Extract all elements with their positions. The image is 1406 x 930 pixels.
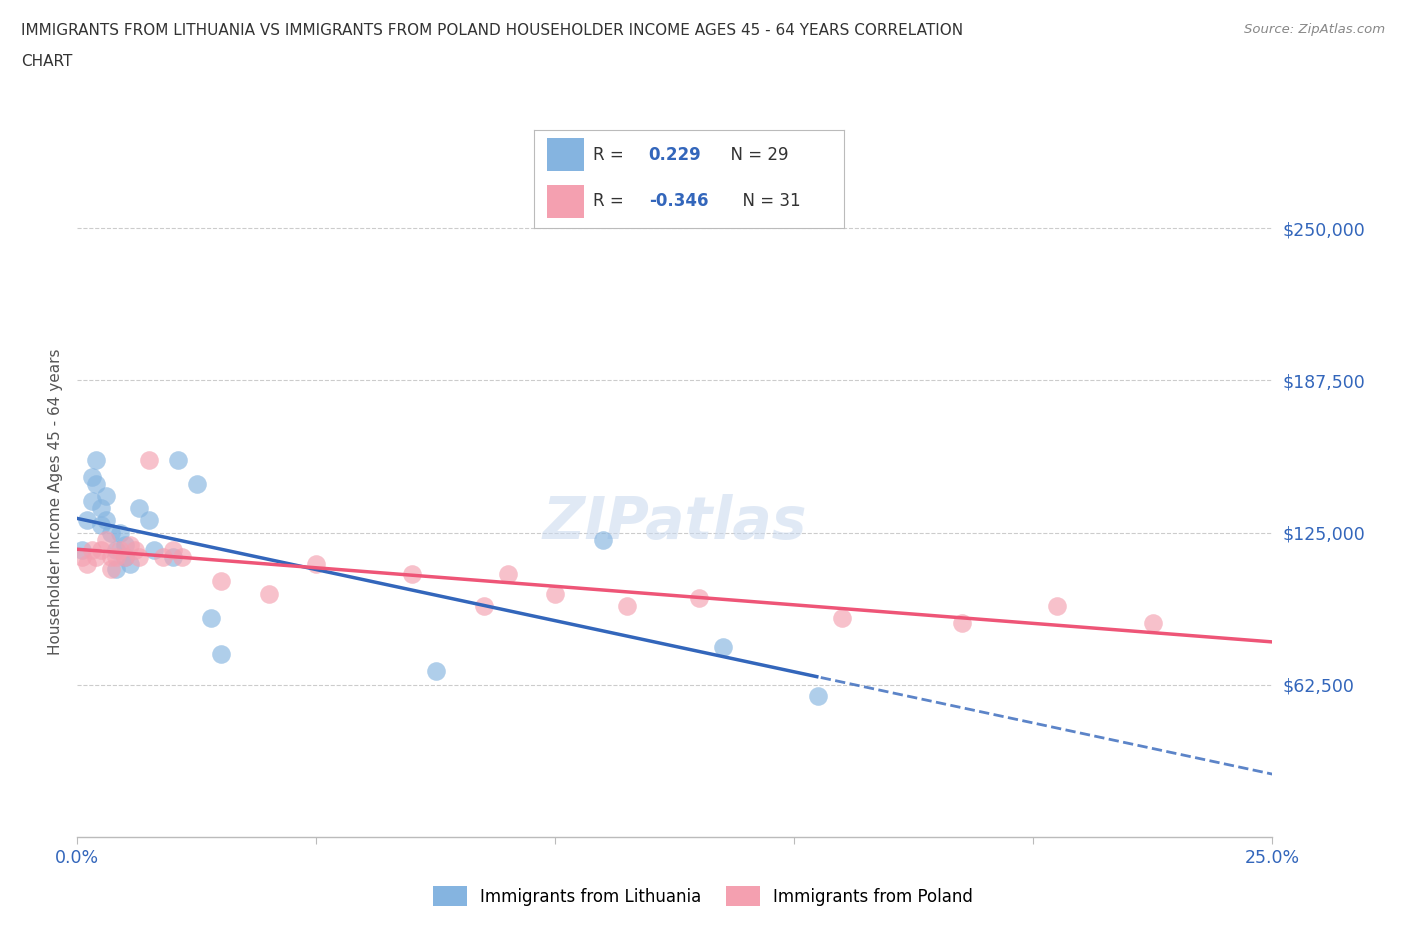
- Point: [86, 476, 108, 491]
- Point: [807, 688, 830, 703]
- Point: [80, 542, 103, 557]
- Point: [118, 557, 141, 572]
- Point: [94, 488, 117, 503]
- Point: [200, 610, 222, 625]
- Point: [100, 562, 122, 577]
- Point: [186, 476, 208, 491]
- Y-axis label: Householder Income Ages 45 - 64 years: Householder Income Ages 45 - 64 years: [48, 349, 63, 656]
- Point: [70, 550, 93, 565]
- Text: N = 29: N = 29: [720, 146, 789, 164]
- Text: R =: R =: [593, 146, 628, 164]
- Point: [94, 513, 117, 528]
- Point: [86, 550, 108, 565]
- Text: 0.229: 0.229: [648, 146, 702, 164]
- Point: [162, 542, 184, 557]
- Bar: [547, 138, 583, 171]
- Point: [110, 542, 132, 557]
- Point: [172, 550, 194, 565]
- Point: [166, 452, 188, 467]
- Point: [305, 557, 328, 572]
- Point: [100, 550, 122, 565]
- Text: Source: ZipAtlas.com: Source: ZipAtlas.com: [1244, 23, 1385, 36]
- Point: [80, 470, 103, 485]
- Point: [138, 513, 160, 528]
- Point: [688, 591, 710, 605]
- Point: [544, 586, 567, 601]
- Point: [110, 525, 132, 540]
- Point: [86, 452, 108, 467]
- Point: [950, 616, 973, 631]
- Text: N = 31: N = 31: [733, 192, 801, 209]
- Point: [831, 610, 853, 625]
- Point: [100, 525, 122, 540]
- Point: [162, 550, 184, 565]
- Point: [472, 598, 495, 613]
- Point: [425, 664, 447, 679]
- Point: [114, 550, 136, 565]
- Point: [114, 538, 136, 552]
- Bar: [547, 185, 583, 219]
- Text: R =: R =: [593, 192, 628, 209]
- Point: [90, 501, 112, 516]
- Point: [90, 518, 112, 533]
- Point: [76, 557, 98, 572]
- Point: [94, 533, 117, 548]
- Point: [118, 538, 141, 552]
- Point: [70, 542, 93, 557]
- Point: [128, 501, 150, 516]
- Point: [711, 640, 734, 655]
- Text: CHART: CHART: [21, 54, 73, 69]
- Point: [616, 598, 638, 613]
- Text: IMMIGRANTS FROM LITHUANIA VS IMMIGRANTS FROM POLAND HOUSEHOLDER INCOME AGES 45 -: IMMIGRANTS FROM LITHUANIA VS IMMIGRANTS …: [21, 23, 963, 38]
- Point: [257, 586, 280, 601]
- Point: [76, 513, 98, 528]
- Point: [592, 533, 614, 548]
- Point: [124, 542, 146, 557]
- Point: [104, 562, 127, 577]
- Point: [104, 550, 127, 565]
- Point: [128, 550, 150, 565]
- Point: [142, 542, 165, 557]
- Point: [1142, 616, 1164, 631]
- Text: ZIPatlas: ZIPatlas: [543, 494, 807, 551]
- Point: [138, 452, 160, 467]
- Point: [209, 574, 232, 589]
- Point: [80, 494, 103, 509]
- Point: [152, 550, 174, 565]
- Legend: Immigrants from Lithuania, Immigrants from Poland: Immigrants from Lithuania, Immigrants fr…: [426, 880, 980, 912]
- Point: [90, 542, 112, 557]
- Point: [1046, 598, 1069, 613]
- Text: -0.346: -0.346: [648, 192, 709, 209]
- Point: [104, 542, 127, 557]
- Point: [496, 566, 519, 581]
- Point: [114, 550, 136, 565]
- Point: [401, 566, 423, 581]
- Point: [209, 647, 232, 662]
